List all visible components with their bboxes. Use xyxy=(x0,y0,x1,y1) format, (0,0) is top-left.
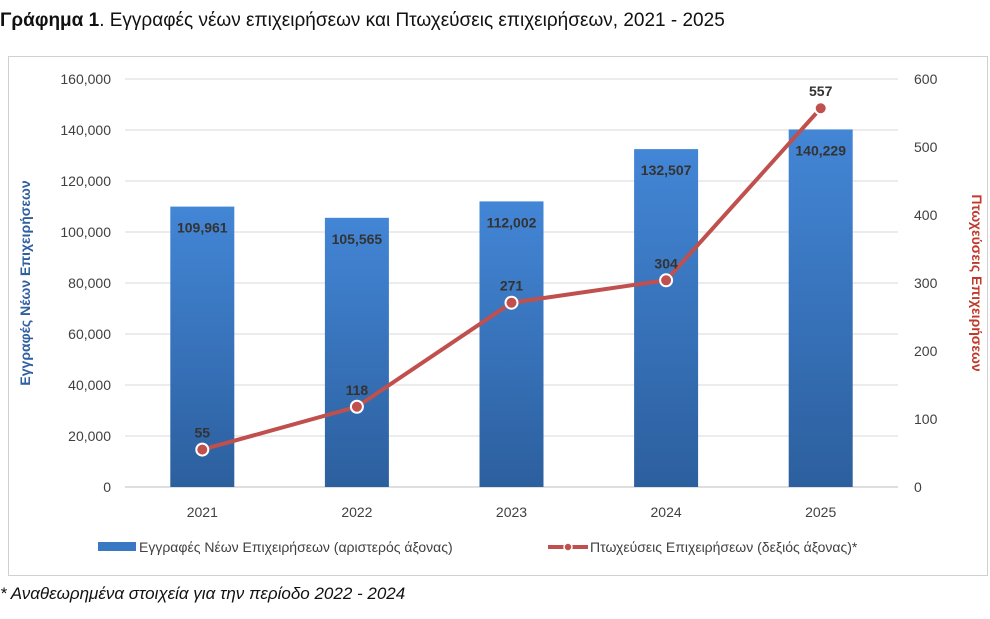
right-tick-label: 400 xyxy=(914,207,938,223)
bar xyxy=(788,129,853,487)
left-tick-label: 120,000 xyxy=(60,173,111,189)
x-tick-label: 2025 xyxy=(805,504,836,520)
bar-data-label: 112,002 xyxy=(487,214,537,230)
bar xyxy=(634,149,699,487)
right-tick-label: 200 xyxy=(914,343,938,359)
line-data-label: 557 xyxy=(809,83,833,99)
x-tick-label: 2023 xyxy=(496,504,527,520)
legend-line-marker xyxy=(563,542,573,552)
right-tick-label: 100 xyxy=(914,411,938,427)
left-tick-label: 60,000 xyxy=(68,326,111,342)
line-data-label: 271 xyxy=(500,278,524,294)
line-point xyxy=(349,399,364,414)
right-tick-label: 0 xyxy=(914,479,922,495)
x-tick-label: 2024 xyxy=(651,504,682,520)
bar xyxy=(170,206,235,487)
chart-frame xyxy=(8,56,988,576)
title-bold: Γράφημα 1 xyxy=(0,10,100,31)
x-tick-label: 2021 xyxy=(187,504,218,520)
left-tick-label: 100,000 xyxy=(60,224,111,240)
x-tick-label: 2022 xyxy=(341,504,372,520)
line-point xyxy=(813,101,828,116)
legend-bar-label: Εγγραφές Νέων Επιχειρήσεων (αριστερός άξ… xyxy=(139,539,453,555)
bar xyxy=(479,201,544,487)
legend-line-label: Πτωχεύσεις Επιχειρήσεων (δεξιός άξονας)* xyxy=(590,539,858,555)
footnote: * Αναθεωρημένα στοιχεία για την περίοδο … xyxy=(0,584,406,603)
left-tick-label: 160,000 xyxy=(60,71,111,87)
legend-bar-swatch xyxy=(98,542,136,551)
line-point xyxy=(195,442,210,457)
title-rest: . Εγγραφές νέων επιχειρήσεων και Πτωχεύσ… xyxy=(99,10,725,31)
right-tick-label: 600 xyxy=(914,71,938,87)
bar-data-label: 105,565 xyxy=(332,231,383,247)
left-tick-label: 40,000 xyxy=(68,377,111,393)
bar-data-label: 109,961 xyxy=(177,220,228,236)
bar-data-label: 140,229 xyxy=(795,142,846,158)
line-data-label: 304 xyxy=(654,255,678,271)
line-data-label: 118 xyxy=(346,382,369,398)
line-data-label: 55 xyxy=(195,425,211,441)
bar xyxy=(324,217,389,487)
left-tick-label: 0 xyxy=(103,479,111,495)
left-tick-label: 20,000 xyxy=(68,428,111,444)
line-point xyxy=(659,273,674,288)
line-point xyxy=(504,295,519,310)
bar-data-label: 132,507 xyxy=(641,162,692,178)
right-tick-label: 500 xyxy=(914,139,938,155)
left-axis-title: Εγγραφές Νέων Επιχειρήσεων xyxy=(17,180,33,385)
left-tick-label: 80,000 xyxy=(68,275,111,291)
chart-title: Γράφημα 1. Εγγραφές νέων επιχειρήσεων κα… xyxy=(0,10,725,32)
right-tick-label: 300 xyxy=(914,275,938,291)
left-tick-label: 140,000 xyxy=(60,122,111,138)
right-axis-title: Πτωχεύσεις Επιχειρήσεων xyxy=(969,194,985,371)
